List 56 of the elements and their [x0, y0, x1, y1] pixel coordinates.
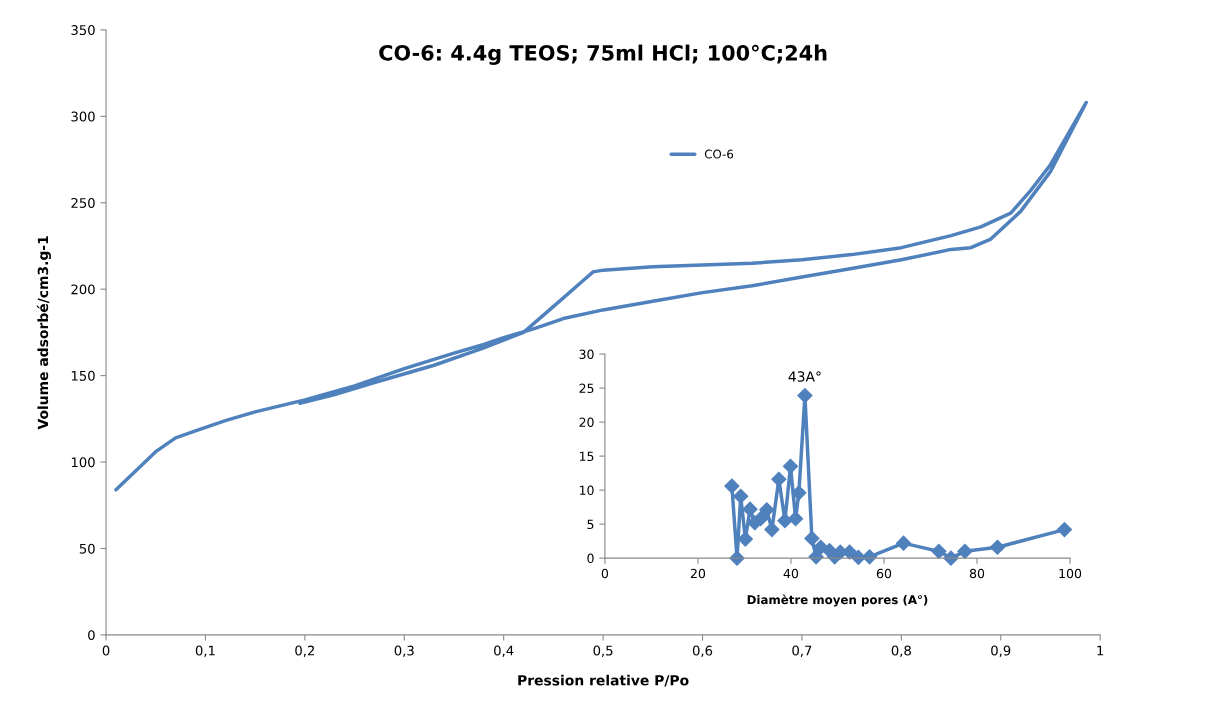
y-tick-label: 250: [71, 197, 95, 208]
legend-label: CO-6: [704, 149, 734, 159]
x-tick-label: 40: [783, 568, 799, 579]
y-tick-label: 5: [587, 519, 594, 530]
x-axis-title: Diamètre moyen pores (A°): [747, 594, 928, 607]
point: [742, 501, 758, 517]
y-tick-label: 300: [71, 111, 95, 122]
x-tick-label: 0: [102, 645, 110, 656]
x-tick-label: 0,6: [692, 645, 713, 657]
x-tick-label: 0,8: [891, 645, 911, 657]
y-tick-label: 30: [579, 349, 594, 359]
point: [737, 531, 753, 547]
point: [1056, 521, 1073, 538]
point: [753, 511, 769, 527]
y-tick-label: 50: [79, 543, 95, 554]
point: [804, 530, 820, 546]
point: [759, 502, 775, 518]
y-tick-label: 350: [71, 25, 95, 36]
point: [782, 458, 799, 474]
point: [895, 535, 912, 551]
y-tick-label: 20: [579, 417, 594, 428]
y-tick-label: 25: [579, 383, 594, 394]
y-tick-label: 0: [587, 553, 594, 564]
y-tick-label: 200: [71, 284, 95, 295]
x-tick-label: 60: [876, 568, 892, 579]
point: [797, 387, 813, 404]
x-tick-label: 1: [1097, 645, 1104, 656]
y-tick-label: 100: [71, 457, 95, 468]
point: [777, 513, 793, 529]
point: [791, 485, 807, 501]
text: CO-6: 4.4g TEOS; 75ml HCl; 100°C;24h: [379, 44, 827, 65]
point: [989, 539, 1006, 555]
x-tick-label: 0,3: [394, 645, 414, 657]
x-tick-label: 0,1: [195, 645, 215, 657]
point: [733, 488, 749, 504]
x-tick-label: 0,5: [593, 645, 613, 657]
y-tick-label: 150: [71, 370, 95, 381]
x-tick-label: 0,4: [494, 645, 514, 657]
point: [724, 478, 740, 494]
x-tick-label: 0: [601, 568, 609, 579]
y-tick-label: 10: [579, 485, 594, 496]
x-axis-title: Pression relative P/Po: [518, 674, 689, 687]
y-tick-label: 15: [579, 451, 594, 462]
y-tick-label: 0: [88, 630, 95, 641]
annotation: 43A°: [788, 371, 821, 382]
x-tick-label: 0,9: [991, 645, 1011, 657]
point: [931, 543, 947, 559]
x-tick-label: 20: [690, 568, 706, 579]
y-axis-title: Volume adsorbé/cm3.g-1: [36, 236, 51, 430]
x-tick-label: 80: [969, 568, 985, 579]
x-tick-label: 100: [1059, 568, 1082, 579]
x-tick-label: 0,2: [295, 645, 315, 657]
point: [957, 543, 973, 559]
point: [771, 471, 787, 487]
point: [788, 511, 804, 527]
x-tick-label: 0,7: [792, 645, 812, 657]
